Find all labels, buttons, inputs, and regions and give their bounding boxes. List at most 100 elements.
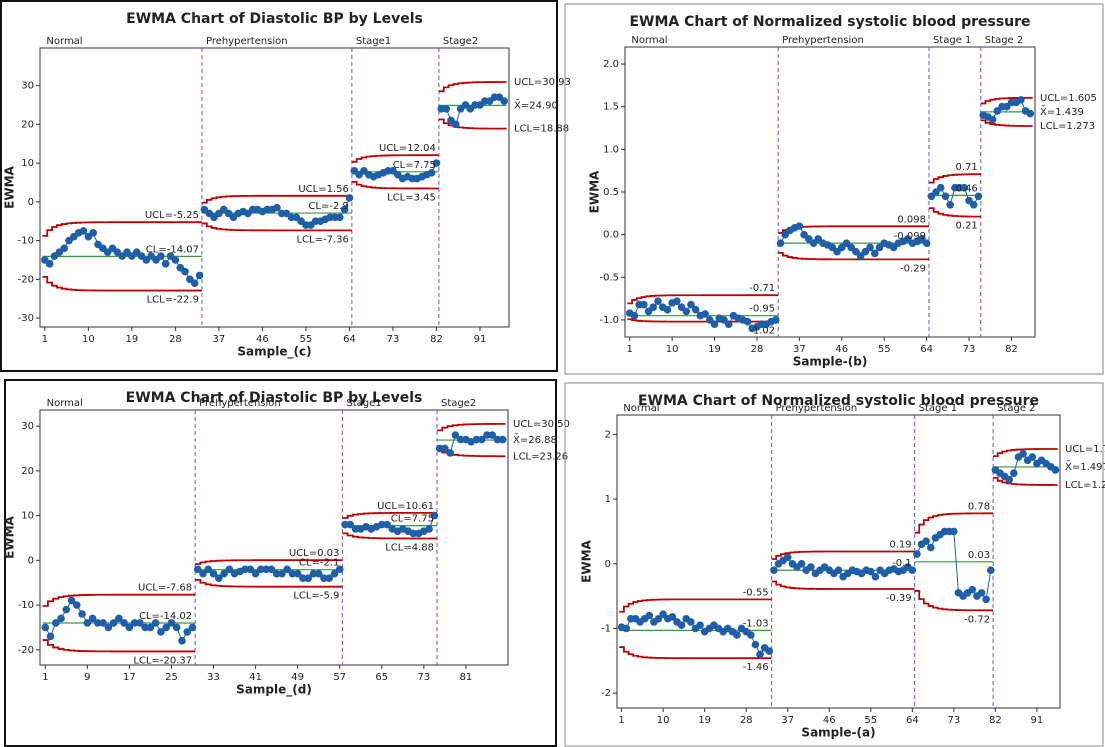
stage-label: Stage1 <box>356 36 391 47</box>
x-tick-label: 49 <box>291 672 304 683</box>
ewma-point <box>78 610 86 618</box>
ewma-point <box>456 435 465 444</box>
ewma-point <box>341 520 349 529</box>
ucl-line <box>201 194 352 204</box>
x-tick-label: 37 <box>213 334 226 345</box>
ucl-line <box>619 598 772 613</box>
x-tick-label: 73 <box>417 672 430 683</box>
ewma-point <box>946 200 954 209</box>
ewma-point <box>645 611 654 620</box>
ewma-point <box>950 527 958 536</box>
y-tick-label: 0.5 <box>603 187 619 198</box>
lcl-label: 0.21 <box>956 221 978 232</box>
ucl-label: UCL=1.56 <box>298 184 349 195</box>
ewma-point <box>451 431 460 439</box>
ewma-point <box>941 192 950 201</box>
ewma-point <box>871 572 880 581</box>
stage-label: Stage 1 <box>919 403 957 414</box>
y-axis-title: EWMA <box>3 165 17 208</box>
stage-label: Prehypertension <box>206 36 288 47</box>
y-tick-label: 1.0 <box>603 144 619 155</box>
ewma-point <box>199 569 207 578</box>
ewma-point <box>299 574 307 583</box>
ewma-point <box>926 543 935 552</box>
lcl-label: -0.72 <box>964 614 990 625</box>
lcl-line <box>993 476 1058 486</box>
ewma-point <box>209 569 218 578</box>
ewma-point <box>776 239 785 247</box>
ewma-point <box>45 260 54 268</box>
ewma-point <box>691 305 700 314</box>
x-axis-title: Sample_(c) <box>237 345 311 360</box>
ewma-point <box>67 596 76 605</box>
ewma-point <box>225 565 234 574</box>
ewma-point <box>272 569 281 578</box>
ewma-point <box>756 650 764 659</box>
cl-label: 0.46 <box>956 183 978 194</box>
ewma-point <box>751 640 760 649</box>
x-tick-label: 46 <box>835 344 848 355</box>
ewma-point <box>687 618 695 626</box>
ewma-point <box>161 260 170 268</box>
ewma-point <box>157 628 165 636</box>
chart-title: EWMA Chart of Diastolic BP by Levels <box>126 390 423 406</box>
y-tick-label: -2 <box>601 688 611 699</box>
ewma-point <box>309 569 318 578</box>
ewma-point <box>193 565 202 574</box>
ewma-point <box>351 525 360 533</box>
ucl-label: 0.19 <box>889 539 911 550</box>
ewma-point <box>51 619 60 627</box>
ewma-point <box>314 569 323 578</box>
y-axis-title: EWMA <box>3 515 17 558</box>
ewma-point <box>273 203 281 212</box>
cl-label: X̄=1.439 <box>1040 105 1084 118</box>
x-tick-label: 91 <box>474 334 487 345</box>
ewma-point <box>982 595 990 604</box>
lcl-label: LCL=-7.36 <box>296 234 348 245</box>
x-tick-label: 28 <box>169 334 182 345</box>
lcl-line <box>771 580 915 590</box>
ewma-point <box>969 200 978 209</box>
ewma-point <box>109 619 118 627</box>
ucl-line <box>351 154 439 163</box>
x-tick-label: 82 <box>430 334 443 345</box>
lcl-label: LCL=-5.9 <box>293 591 339 602</box>
ewma-point <box>325 574 334 583</box>
panel-border <box>564 382 1104 747</box>
ucl-label: UCL=-7.68 <box>138 583 192 594</box>
lcl-line <box>351 180 439 190</box>
ewma-point <box>262 565 270 574</box>
ewma-point <box>60 244 68 253</box>
ewma-point <box>204 565 213 574</box>
lcl-label: -0.39 <box>886 593 912 604</box>
ucl-line <box>42 593 196 607</box>
stage-label: Stage2 <box>441 398 476 409</box>
ewma-point <box>866 243 874 252</box>
x-tick-label: 64 <box>920 344 933 355</box>
ewma-point <box>99 619 107 627</box>
ewma-point <box>974 192 983 201</box>
ewma-point <box>190 279 199 288</box>
y-tick-label: -10 <box>18 600 34 611</box>
ewma-point <box>425 525 433 533</box>
lcl-line <box>627 318 779 323</box>
cl-label: -0.099 <box>894 231 926 242</box>
ewma-point <box>181 267 189 276</box>
cl-label: CL=-2.9 <box>308 201 348 212</box>
ewma-point <box>687 300 695 309</box>
ucl-line <box>928 173 981 184</box>
x-tick-label: 10 <box>657 715 670 726</box>
chart-title: EWMA Chart of Normalized systolic blood … <box>638 393 1039 409</box>
ewma-point <box>673 297 681 305</box>
lcl-line <box>928 207 981 218</box>
ewma-point <box>304 574 312 583</box>
lcl-label: -1.46 <box>743 662 769 673</box>
ewma-point <box>968 585 977 594</box>
stage-label: Normal <box>631 35 667 46</box>
ewma-point <box>834 566 843 575</box>
stage-label: Stage1 <box>346 398 381 409</box>
lcl-label: -0.29 <box>900 263 926 274</box>
ewma-point <box>251 569 260 578</box>
x-tick-label: 37 <box>793 344 806 355</box>
ewma-point <box>772 316 780 324</box>
